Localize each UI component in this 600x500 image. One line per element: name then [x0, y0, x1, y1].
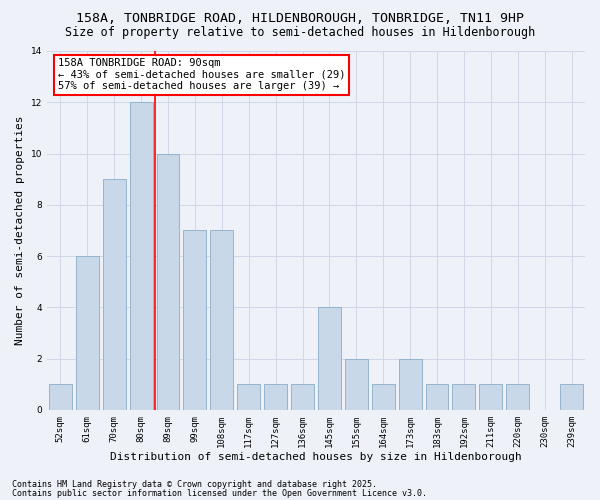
Bar — [76, 256, 99, 410]
X-axis label: Distribution of semi-detached houses by size in Hildenborough: Distribution of semi-detached houses by … — [110, 452, 522, 462]
Bar — [103, 179, 125, 410]
Text: 158A, TONBRIDGE ROAD, HILDENBOROUGH, TONBRIDGE, TN11 9HP: 158A, TONBRIDGE ROAD, HILDENBOROUGH, TON… — [76, 12, 524, 26]
Bar — [425, 384, 448, 410]
Bar — [184, 230, 206, 410]
Bar — [291, 384, 314, 410]
Bar — [130, 102, 152, 410]
Bar — [345, 358, 368, 410]
Bar — [318, 308, 341, 410]
Bar — [452, 384, 475, 410]
Bar — [372, 384, 395, 410]
Bar — [237, 384, 260, 410]
Text: Contains HM Land Registry data © Crown copyright and database right 2025.: Contains HM Land Registry data © Crown c… — [12, 480, 377, 489]
Text: 158A TONBRIDGE ROAD: 90sqm
← 43% of semi-detached houses are smaller (29)
57% of: 158A TONBRIDGE ROAD: 90sqm ← 43% of semi… — [58, 58, 345, 92]
Bar — [398, 358, 422, 410]
Bar — [560, 384, 583, 410]
Bar — [479, 384, 502, 410]
Bar — [506, 384, 529, 410]
Bar — [264, 384, 287, 410]
Y-axis label: Number of semi-detached properties: Number of semi-detached properties — [15, 116, 25, 345]
Text: Contains public sector information licensed under the Open Government Licence v3: Contains public sector information licen… — [12, 488, 427, 498]
Bar — [211, 230, 233, 410]
Bar — [157, 154, 179, 410]
Bar — [49, 384, 72, 410]
Text: Size of property relative to semi-detached houses in Hildenborough: Size of property relative to semi-detach… — [65, 26, 535, 39]
